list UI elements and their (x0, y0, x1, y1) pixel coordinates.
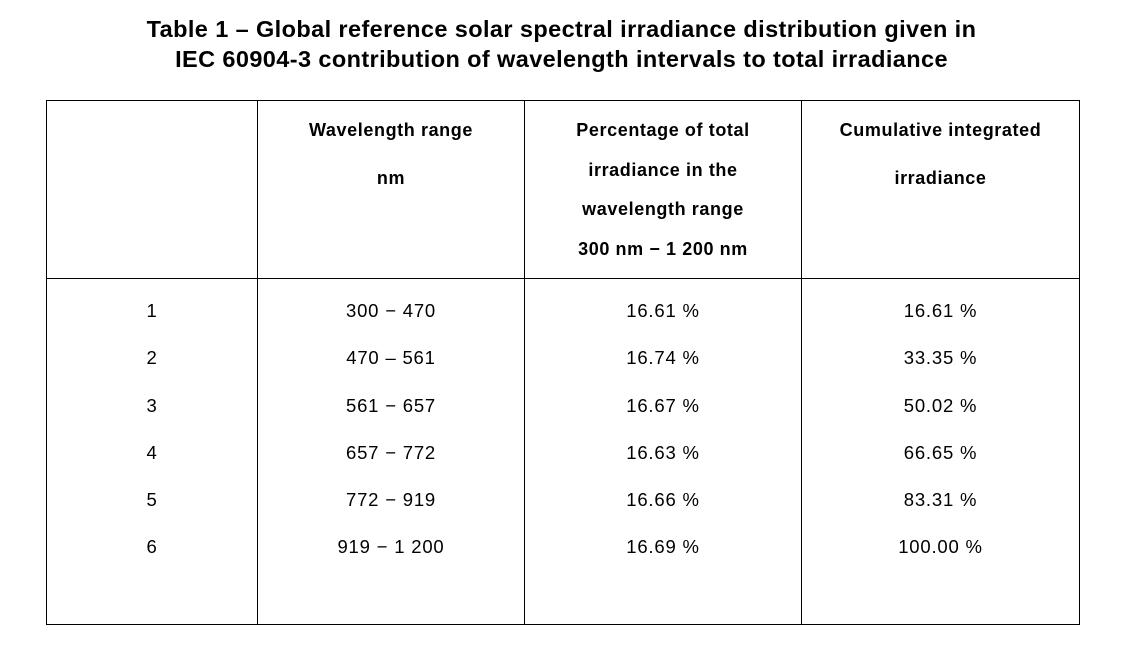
header-text: 300 nm − 1 200 nm (578, 238, 748, 259)
header-text: Wavelength range (309, 120, 473, 140)
header-text: irradiance (894, 168, 987, 188)
row-index: 5 (46, 476, 258, 524)
percentage-cell: 16.67 % (524, 381, 802, 429)
cumulative-cell: 83.31 % (801, 476, 1080, 524)
percentage-cell: 16.61 % (524, 278, 802, 335)
row-index: 2 (46, 334, 258, 382)
table-row: 2 470 – 561 16.74 % 33.35 % (46, 334, 1080, 382)
table-row: 6 919 − 1 200 16.69 % 100.00 % (46, 523, 1080, 571)
header-text: Percentage of total (576, 120, 750, 140)
header-wavelength-range: Wavelength range nm (257, 100, 525, 279)
wavelength-cell: 919 − 1 200 (257, 523, 525, 571)
wavelength-cell: 772 − 919 (257, 476, 525, 524)
header-text: wavelength range (582, 199, 744, 219)
wavelength-cell: 561 − 657 (257, 381, 525, 429)
percentage-cell: 16.74 % (524, 334, 802, 382)
cumulative-cell: 66.65 % (801, 428, 1080, 477)
row-index: 3 (46, 381, 258, 429)
header-row: Wavelength range nm Percentage of total … (46, 100, 1080, 279)
percentage-cell: 16.63 % (524, 428, 802, 477)
header-unit: nm (376, 168, 406, 188)
table-caption: Table 1 – Global reference solar spectra… (0, 14, 1123, 74)
cumulative-cell: 50.02 % (801, 381, 1080, 429)
table-row: 3 561 − 657 16.67 % 50.02 % (46, 381, 1080, 429)
header-index (46, 100, 258, 279)
wavelength-cell: 657 − 772 (257, 428, 525, 477)
row-index: 1 (46, 278, 258, 335)
percentage-cell: 16.66 % (524, 476, 802, 524)
cumulative-cell: 16.61 % (801, 278, 1080, 335)
irradiance-table: Wavelength range nm Percentage of total … (46, 100, 1080, 625)
wavelength-cell: 300 − 470 (257, 278, 525, 335)
empty-cell (801, 570, 1080, 625)
caption-line-1: Table 1 – Global reference solar spectra… (146, 16, 977, 42)
header-percentage: Percentage of total irradiance in the wa… (524, 100, 802, 279)
empty-cell (46, 570, 258, 625)
percentage-cell: 16.69 % (524, 523, 802, 571)
empty-cell (524, 570, 802, 625)
header-text: Cumulative integrated (839, 120, 1042, 140)
header-cumulative: Cumulative integrated irradiance (801, 100, 1080, 279)
table-row: 1 300 − 470 16.61 % 16.61 % (46, 278, 1080, 335)
table-row: 5 772 − 919 16.66 % 83.31 % (46, 476, 1080, 524)
wavelength-cell: 470 – 561 (257, 334, 525, 382)
table-row: 4 657 − 772 16.63 % 66.65 % (46, 428, 1080, 477)
row-index: 4 (46, 428, 258, 477)
header-text: irradiance in the (588, 159, 738, 180)
cumulative-cell: 33.35 % (801, 334, 1080, 382)
empty-cell (257, 570, 525, 625)
cumulative-cell: 100.00 % (801, 523, 1080, 571)
caption-line-2: IEC 60904-3 contribution of wavelength i… (175, 46, 948, 72)
row-index: 6 (46, 523, 258, 571)
table-empty-row (46, 570, 1080, 625)
